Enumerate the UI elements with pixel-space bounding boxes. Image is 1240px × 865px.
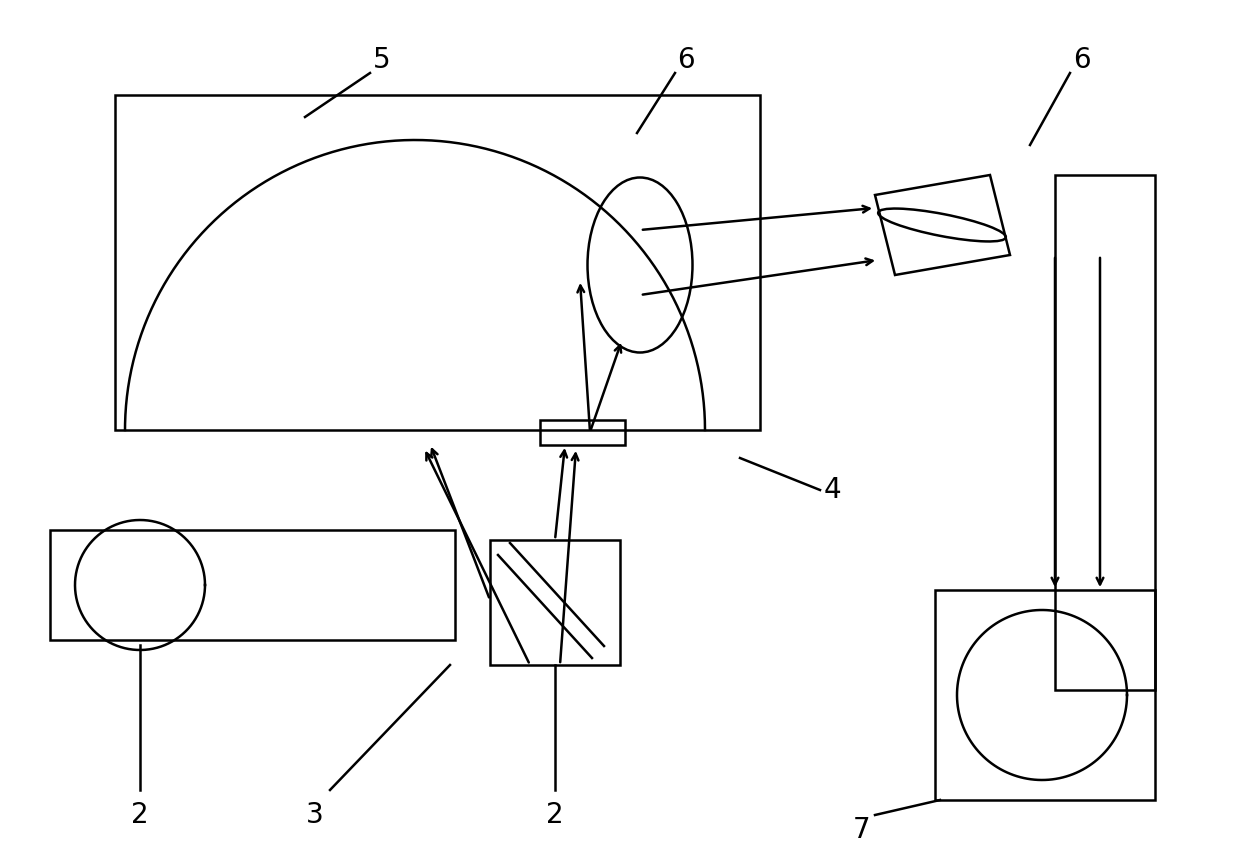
- Text: 4: 4: [823, 476, 841, 504]
- Bar: [539, 420, 625, 445]
- Text: 5: 5: [373, 46, 391, 74]
- Text: 2: 2: [546, 801, 564, 829]
- Text: 2: 2: [131, 801, 149, 829]
- Bar: [115, 95, 760, 430]
- Text: 6: 6: [1073, 46, 1091, 74]
- Text: 3: 3: [306, 801, 324, 829]
- Text: 7: 7: [853, 816, 870, 844]
- Bar: [935, 590, 1154, 800]
- Bar: [490, 540, 620, 665]
- Bar: [50, 530, 455, 640]
- Text: 6: 6: [677, 46, 694, 74]
- Bar: [1055, 175, 1154, 690]
